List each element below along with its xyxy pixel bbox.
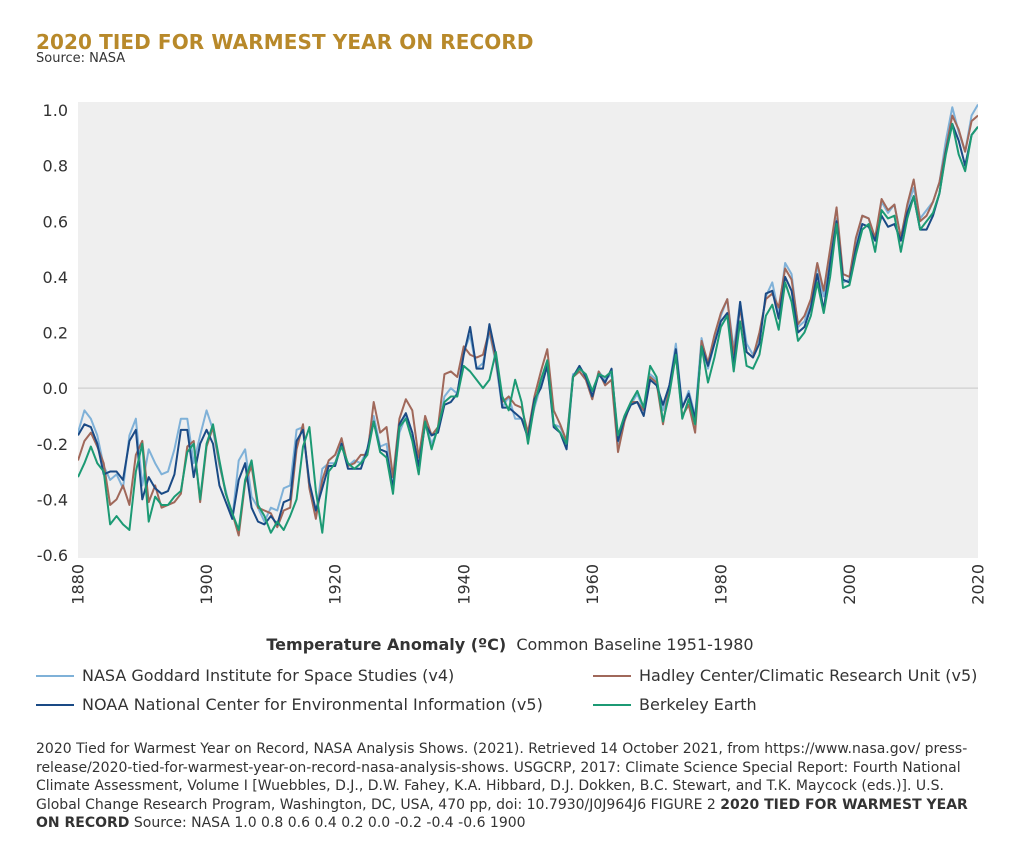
y-axis: 1.0 0.8 0.6 0.4 0.2 0.0 -0.2 -0.4 -0.6	[37, 101, 978, 565]
x-axis-title-main: Temperature Anomaly (ºC)	[266, 635, 507, 654]
figure-caption: 2020 Tied for Warmest Year on Record, NA…	[36, 740, 986, 833]
chart-source: Source: NASA	[36, 51, 126, 66]
plot-area	[78, 102, 978, 558]
y-tick-label: 0.6	[43, 212, 68, 231]
x-tick-label: 1960	[583, 564, 602, 605]
x-tick-label: 1880	[69, 564, 88, 605]
y-tick-label: 0.0	[43, 379, 68, 398]
caption-text: 2020 Tied for Warmest Year on Record, NA…	[36, 741, 968, 813]
y-tick-label: -0.6	[37, 546, 68, 565]
legend-item-noaa: NOAA National Center for Environmental I…	[36, 695, 543, 714]
legend-label-hadley: Hadley Center/Climatic Research Unit (v5…	[639, 666, 978, 685]
legend: NASA Goddard Institute for Space Studies…	[36, 666, 996, 726]
legend-item-nasa: NASA Goddard Institute for Space Studies…	[36, 666, 454, 685]
legend-label-berkeley: Berkeley Earth	[639, 695, 757, 714]
y-tick-label: 0.8	[43, 157, 68, 176]
x-tick-label: 2000	[840, 564, 859, 605]
legend-item-hadley: Hadley Center/Climatic Research Unit (v5…	[593, 666, 977, 685]
legend-swatch-noaa	[36, 703, 74, 706]
legend-swatch-berkeley	[593, 703, 631, 706]
y-tick-label: -0.2	[37, 435, 68, 454]
caption-bold-title: 2020 TIED FOR WARMEST YEAR ON RECORD	[36, 796, 968, 832]
caption-tail: Source: NASA 1.0 0.8 0.6 0.4 0.2 0.0 -0.…	[129, 815, 526, 831]
legend-label-noaa: NOAA National Center for Environmental I…	[82, 695, 543, 714]
y-tick-label: -0.4	[37, 490, 68, 509]
chart: 1.00.80.60.40.20.0-0.2-0.4-0.6 1880 1900 1…	[37, 101, 988, 605]
x-tick-label: 1920	[326, 564, 345, 605]
series-line-berkeley	[78, 122, 978, 534]
x-tick-label: 1900	[197, 564, 216, 605]
x-axis-title: Temperature Anomaly (ºC) Common Baseline…	[0, 635, 1020, 654]
x-tick-label: 1980	[711, 564, 730, 605]
series-group	[78, 103, 978, 537]
x-tick-label: 2020	[969, 564, 988, 605]
x-tick-label: 1940	[454, 564, 473, 605]
x-axis-title-note: Common Baseline 1951-1980	[516, 635, 754, 654]
legend-swatch-nasa	[36, 674, 74, 677]
y-tick-label: 1.0	[43, 101, 68, 120]
y-tick-label: 0.2	[43, 324, 68, 343]
legend-label-nasa: NASA Goddard Institute for Space Studies…	[82, 666, 455, 685]
legend-item-berkeley: Berkeley Earth	[593, 695, 757, 714]
chart-title: 2020 TIED FOR WARMEST YEAR ON RECORD	[36, 30, 534, 54]
legend-swatch-hadley	[593, 674, 631, 677]
x-axis: 1880 1900 1920 1940 1960 1980 2000 2020	[69, 564, 988, 605]
y-tick-label: 0.4	[43, 268, 68, 287]
